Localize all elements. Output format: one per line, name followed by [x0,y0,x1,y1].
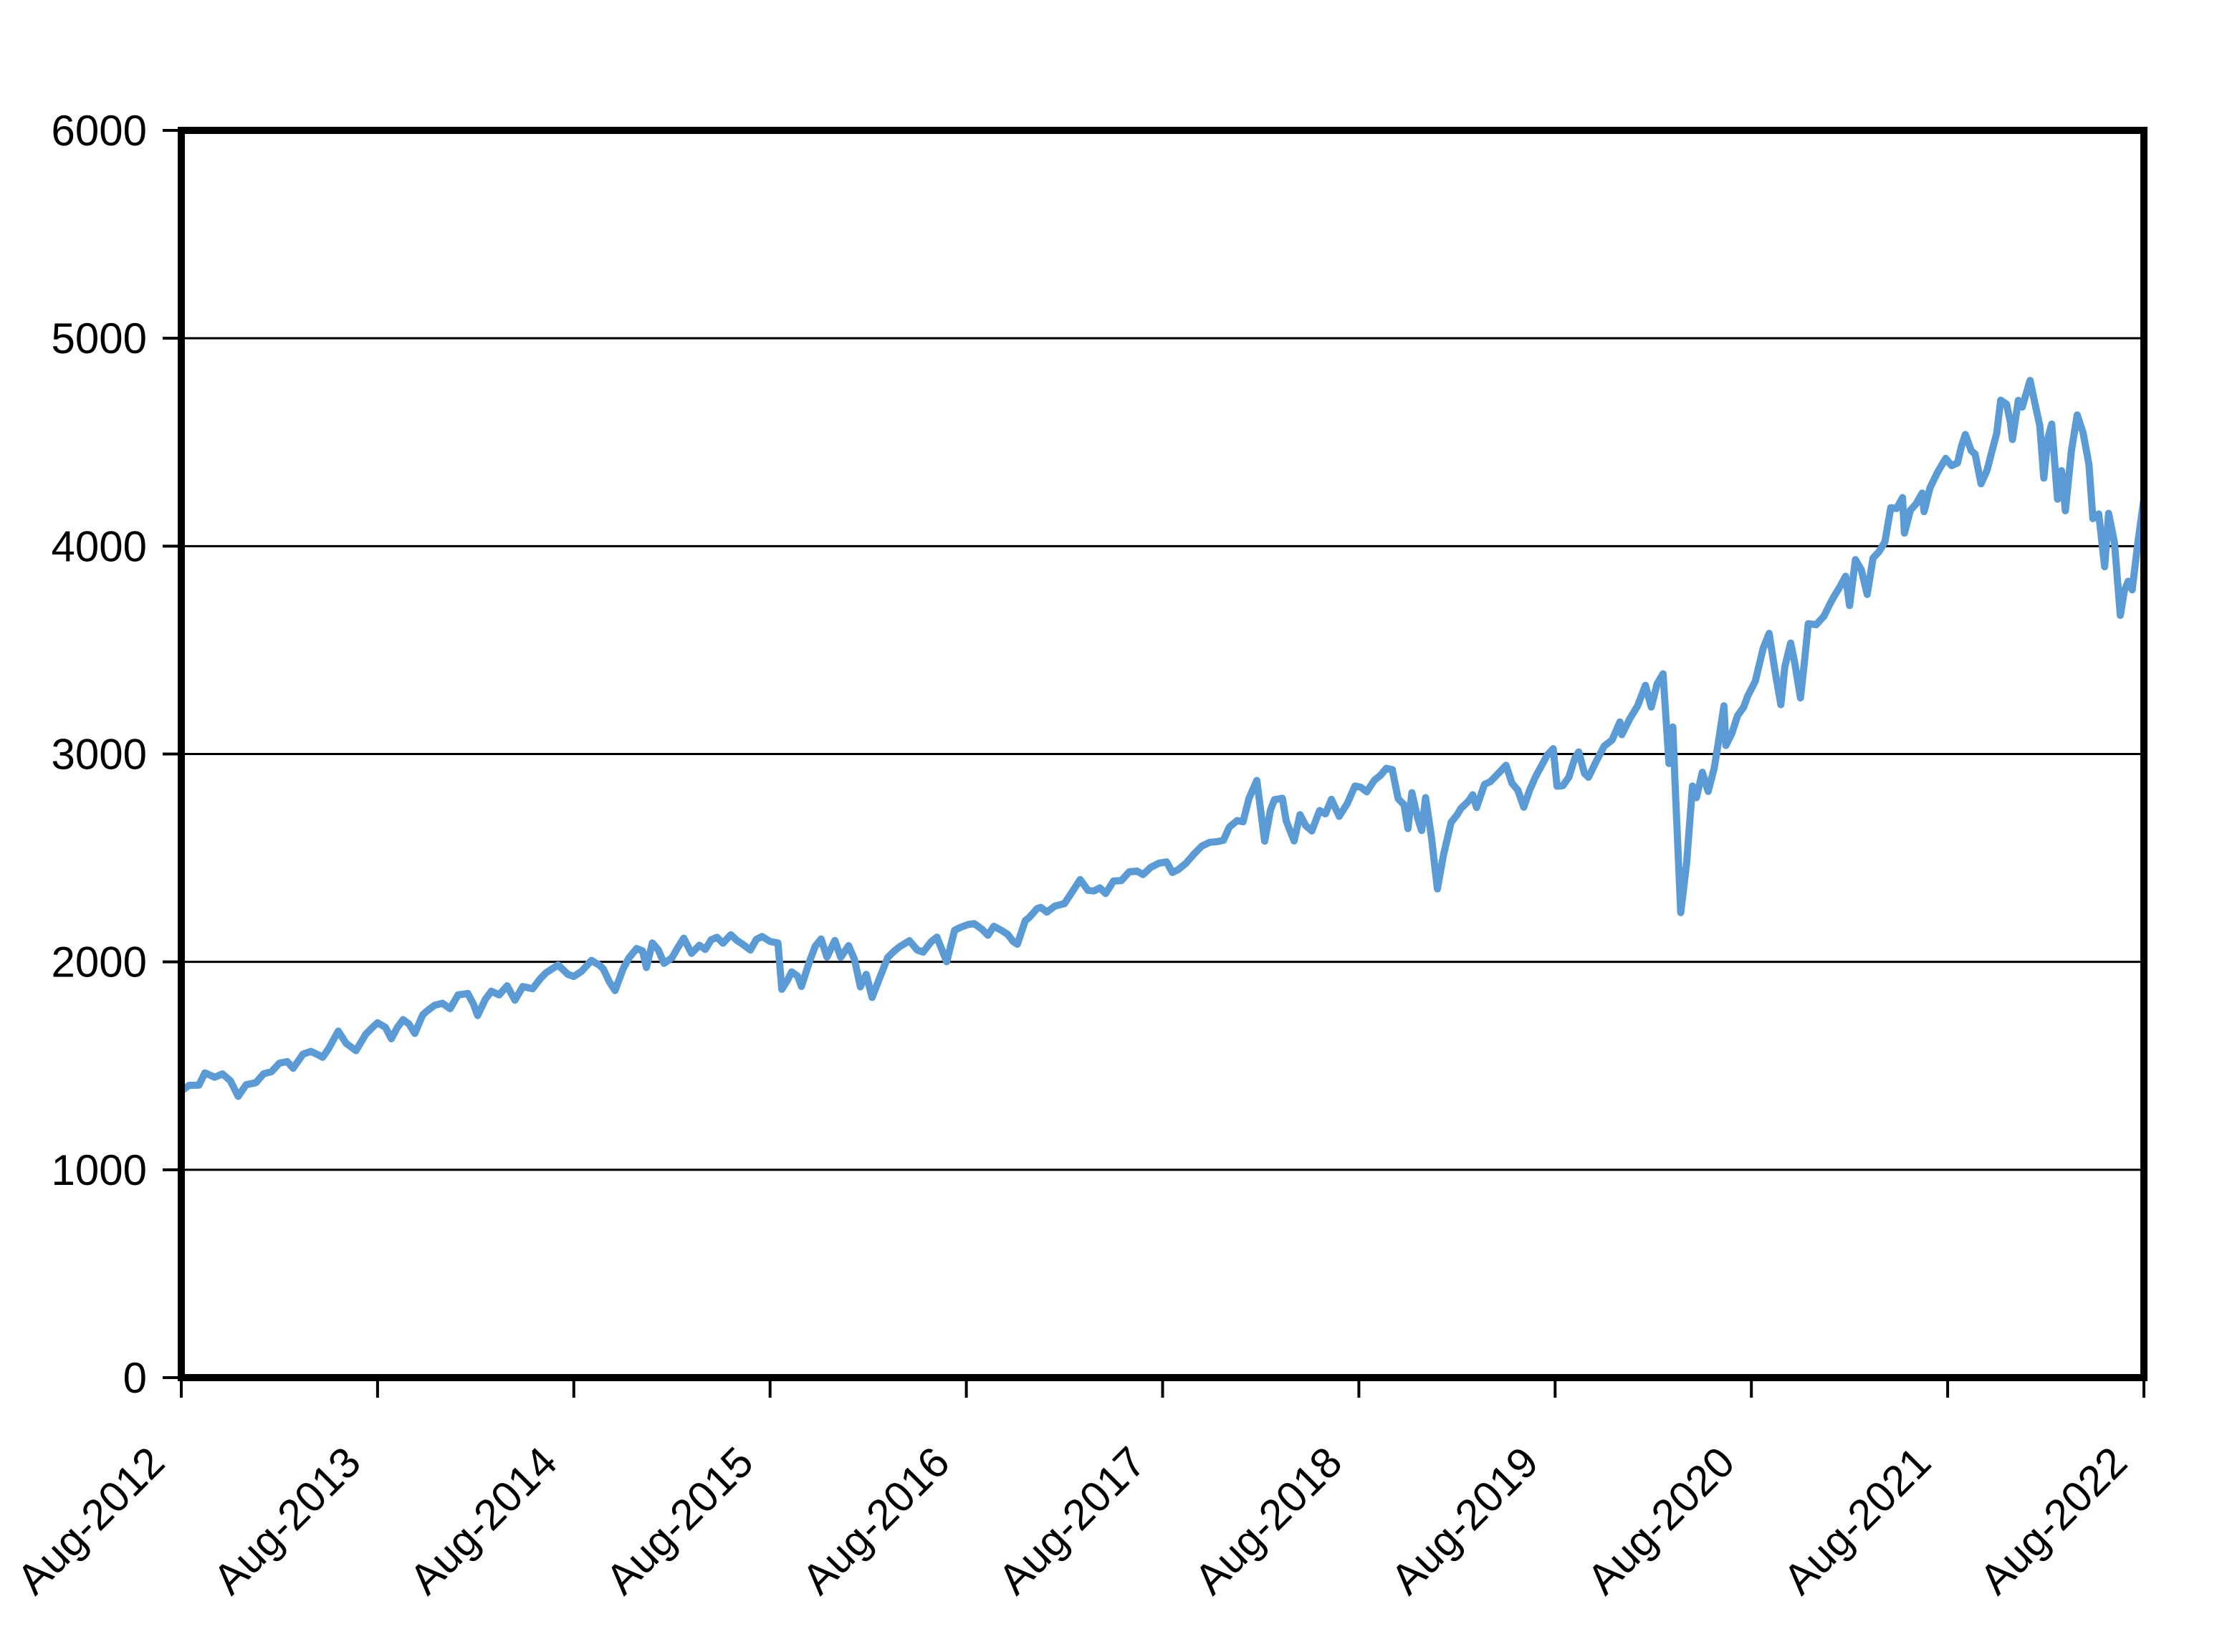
y-axis-tick-label: 2000 [52,938,147,986]
data-line-series [178,377,2147,1100]
y-axis-tick-label: 3000 [52,731,147,779]
y-axis-tick-label: 0 [123,1354,147,1402]
y-axis-tick-label: 4000 [52,522,147,570]
y-axis-tick-label: 6000 [52,107,147,155]
y-axis-tick-label: 1000 [52,1146,147,1194]
y-axis-tick-label: 5000 [52,314,147,362]
